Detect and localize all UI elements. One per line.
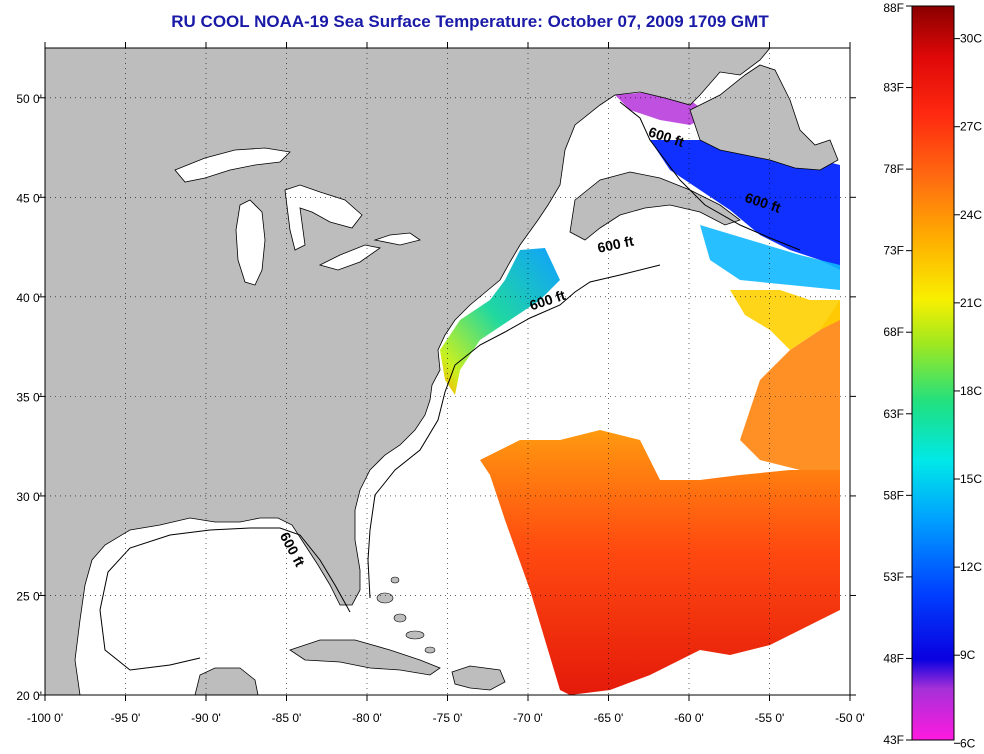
- x-tick-label: -80 0': [352, 711, 382, 725]
- x-tick-label: -75 0': [433, 711, 463, 725]
- colorbar-f-label: 48F: [883, 651, 904, 665]
- sst-swath-mid: [740, 300, 840, 470]
- colorbar-f-label: 68F: [883, 325, 904, 339]
- x-tick-label: -70 0': [513, 711, 543, 725]
- colorbar-c-label: 24C: [960, 208, 982, 222]
- colorbar: 88F 83F 78F 73F 68F 63F 58F 53F 48F 43F 30C 27C 24C…: [883, 1, 982, 750]
- sst-swath-south: [480, 430, 840, 695]
- map-layers: [45, 48, 840, 695]
- colorbar-celsius-labels: 30C 27C 24C 21C 18C 15C 12C 9C 6C: [954, 32, 982, 750]
- x-tick-label: -85 0': [272, 711, 302, 725]
- colorbar-c-label: 6C: [960, 736, 976, 750]
- sst-yellow-band: [730, 290, 840, 350]
- colorbar-fahrenheit-labels: 88F 83F 78F 73F 68F 63F 58F 53F 48F 43F: [883, 1, 912, 747]
- y-tick-label: 30 0': [16, 490, 42, 504]
- colorbar-c-label: 9C: [960, 648, 976, 662]
- x-tick-label: -60 0': [674, 711, 704, 725]
- x-tick-label: -55 0': [755, 711, 785, 725]
- contour-label-600ft: 600 ft: [596, 232, 635, 255]
- depth-contours: [99, 101, 801, 671]
- x-tick-label: -50 0': [835, 711, 865, 725]
- colorbar-f-label: 43F: [883, 733, 904, 747]
- y-tick-label: 40 0': [16, 291, 42, 305]
- x-axis: -100 0' -95 0' -90 0' -85 0' -80 0' -75 0' -70…: [27, 42, 865, 725]
- colorbar-c-label: 15C: [960, 472, 982, 486]
- colorbar-f-label: 73F: [883, 244, 904, 258]
- land-hispaniola: [451, 665, 506, 691]
- y-tick-label: 35 0': [16, 390, 42, 404]
- y-tick-label: 25 0': [16, 589, 42, 603]
- x-tick-label: -65 0': [594, 711, 624, 725]
- colorbar-f-label: 83F: [883, 81, 904, 95]
- colorbar-f-label: 88F: [883, 1, 904, 15]
- x-tick-label: -90 0': [191, 711, 221, 725]
- colorbar-c-label: 18C: [960, 384, 982, 398]
- colorbar-c-label: 12C: [960, 560, 982, 574]
- sst-mid-atlantic: [440, 248, 560, 395]
- y-axis: 20 0' 25 0' 30 0' 35 0' 40 0' 45 0' 50 0': [16, 92, 856, 703]
- colorbar-f-label: 58F: [883, 488, 904, 502]
- map-title: RU COOL NOAA-19 Sea Surface Temperature:…: [171, 12, 769, 31]
- sst-cold-cyan: [700, 225, 840, 290]
- x-tick-label: -100 0': [27, 711, 63, 725]
- land-north-america: [45, 48, 771, 695]
- land-maritimes: [569, 171, 741, 241]
- colorbar-f-label: 63F: [883, 407, 904, 421]
- great-lakes: [174, 147, 421, 286]
- sst-cold-north: [650, 140, 840, 270]
- y-tick-label: 45 0': [16, 191, 42, 205]
- colorbar-f-label: 53F: [883, 570, 904, 584]
- y-tick-label: 20 0': [16, 689, 42, 703]
- y-tick-label: 50 0': [16, 92, 42, 106]
- colorbar-gradient: [911, 5, 955, 741]
- land-newfoundland: [689, 64, 839, 171]
- colorbar-c-label: 21C: [960, 296, 982, 310]
- colorbar-c-label: 30C: [960, 32, 982, 46]
- colorbar-f-label: 78F: [883, 162, 904, 176]
- land-yucatan: [194, 667, 259, 695]
- colorbar-c-label: 27C: [960, 120, 982, 134]
- land-cuba: [289, 639, 441, 676]
- x-tick-label: -95 0': [111, 711, 141, 725]
